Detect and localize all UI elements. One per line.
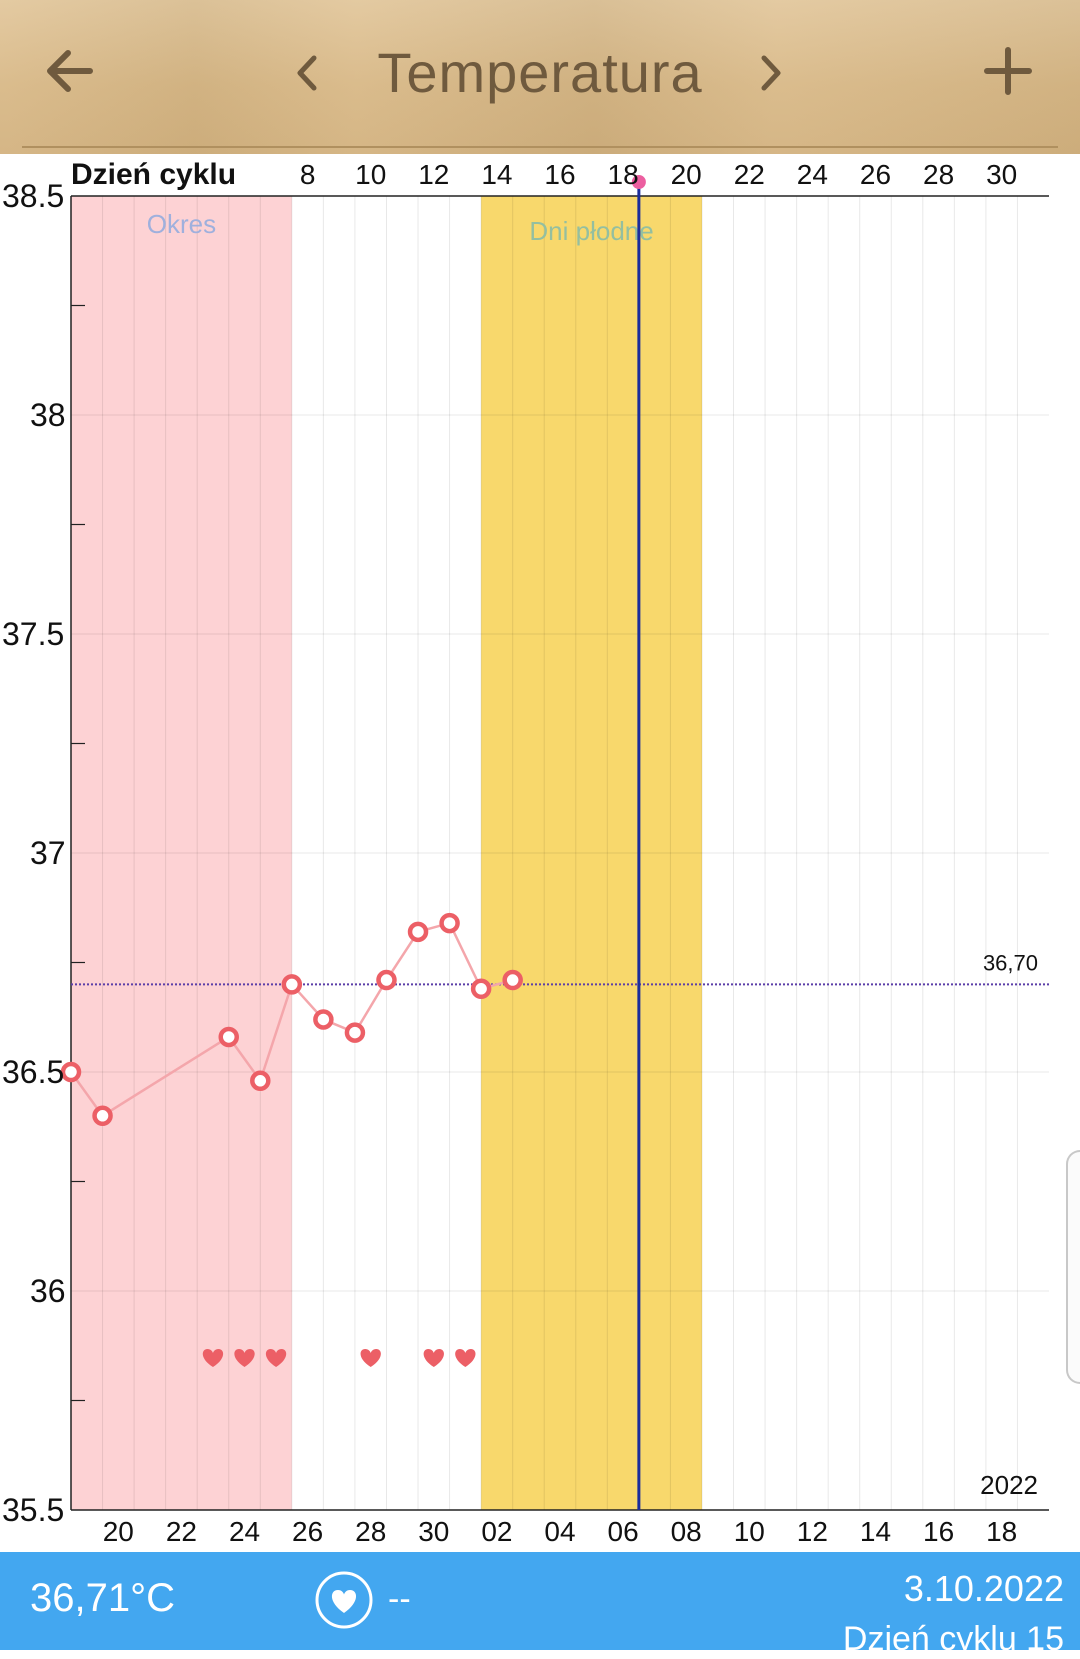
top-tick-label: 14 [481, 159, 512, 190]
temperature-point [60, 1061, 82, 1083]
temperature-point [218, 1026, 239, 1048]
fertile-band-label: Dni płodne [529, 216, 653, 246]
scroll-handle[interactable] [1066, 1150, 1080, 1384]
heart-icon[interactable] [314, 1570, 374, 1630]
y-tick-label: 36 [30, 1273, 66, 1309]
period-band [71, 196, 292, 1510]
reference-line-label: 36,70 [983, 950, 1038, 975]
selected-date: 3.10.2022 [903, 1568, 1064, 1609]
top-tick-label: 30 [986, 159, 1017, 190]
period-band-label: Okres [147, 209, 216, 239]
bottom-tick-label: 06 [608, 1516, 639, 1547]
add-entry-button[interactable] [984, 44, 1032, 98]
y-tick-label: 38 [30, 397, 66, 433]
bottom-tick-label: 30 [418, 1516, 449, 1547]
year-label: 2022 [980, 1470, 1038, 1500]
cycle-day-label: Dzień cyklu 15 [842, 1620, 1064, 1658]
status-bar[interactable]: 36,71°C -- 3.10.2022 Dzień cyklu 15 [0, 1552, 1080, 1658]
y-tick-label: 38.5 [2, 178, 64, 214]
intercourse-heart-icon [423, 1349, 444, 1367]
chevron-right-icon [761, 55, 781, 91]
page-title: Temperatura [377, 41, 703, 104]
bottom-tick-label: 12 [797, 1516, 828, 1547]
bottom-tick-label: 16 [923, 1516, 954, 1547]
bottom-tick-label: 28 [355, 1516, 386, 1547]
chevron-left-icon [297, 55, 317, 91]
ovulation-marker [631, 175, 646, 189]
previous-cycle-button[interactable] [292, 50, 322, 96]
top-tick-label: 10 [355, 159, 386, 190]
top-tick-label: 26 [860, 159, 891, 190]
bottom-tick-label: 18 [986, 1516, 1017, 1547]
temperature-line [69, 921, 514, 1118]
heart-value: -- [388, 1580, 411, 1618]
bottom-tick-label: 20 [103, 1516, 134, 1547]
bottom-tick-label: 22 [166, 1516, 197, 1547]
bottom-tick-label: 26 [292, 1516, 323, 1547]
temperature-point [407, 921, 429, 943]
temperature-point [376, 969, 397, 991]
app-toolbar: Temperatura [0, 0, 1080, 154]
temperature-chart[interactable]: Okres Dni płodne 36,70 35.5 36 36.5 37 37.5 38 38… [0, 154, 1080, 1552]
temperature-point [281, 974, 303, 995]
top-tick-label: 18 [608, 159, 639, 190]
bottom-tick-label: 04 [544, 1516, 575, 1547]
current-temperature: 36,71°C [30, 1576, 175, 1620]
top-tick-label: 28 [923, 159, 954, 190]
top-tick-label: 12 [418, 159, 449, 190]
temperature-point [313, 1009, 334, 1030]
intercourse-heart-icon [265, 1349, 287, 1367]
temperature-point [250, 1070, 271, 1092]
temperature-point [439, 912, 460, 934]
y-tick-label: 35.5 [2, 1492, 64, 1528]
toolbar-divider [22, 146, 1058, 148]
y-tick-label: 36.5 [2, 1054, 64, 1090]
next-cycle-button[interactable] [756, 50, 786, 96]
top-tick-label: 24 [797, 159, 828, 190]
top-axis-title: Dzień cyklu [71, 158, 236, 191]
bottom-tick-label: 10 [734, 1516, 765, 1547]
temperature-point [502, 969, 523, 991]
bottom-tick-label: 24 [229, 1516, 260, 1547]
temperature-point [92, 1105, 113, 1127]
bottom-tick-label: 14 [860, 1516, 891, 1547]
bottom-tick-label: 02 [481, 1516, 512, 1547]
y-tick-label: 37.5 [2, 616, 64, 652]
plus-icon [984, 47, 1032, 95]
arrow-left-icon [47, 50, 93, 92]
top-tick-label: 16 [544, 159, 575, 190]
y-tick-label: 37 [30, 835, 66, 871]
temperature-point [470, 978, 492, 1000]
top-tick-label: 20 [671, 159, 702, 190]
intercourse-heart-icon [234, 1349, 255, 1367]
fertile-band [481, 196, 702, 1510]
intercourse-heart-icon [360, 1349, 381, 1367]
temperature-chart-svg: Okres Dni płodne 36,70 35.5 36 36.5 37 37.5 38 38… [2, 158, 1049, 1547]
top-tick-label: 8 [300, 159, 316, 190]
intercourse-heart-icon [202, 1349, 224, 1367]
bottom-tick-label: 08 [671, 1516, 702, 1547]
temperature-point [344, 1022, 366, 1043]
intercourse-heart-icon [455, 1349, 476, 1367]
top-tick-label: 22 [734, 159, 765, 190]
back-button[interactable] [40, 40, 102, 102]
